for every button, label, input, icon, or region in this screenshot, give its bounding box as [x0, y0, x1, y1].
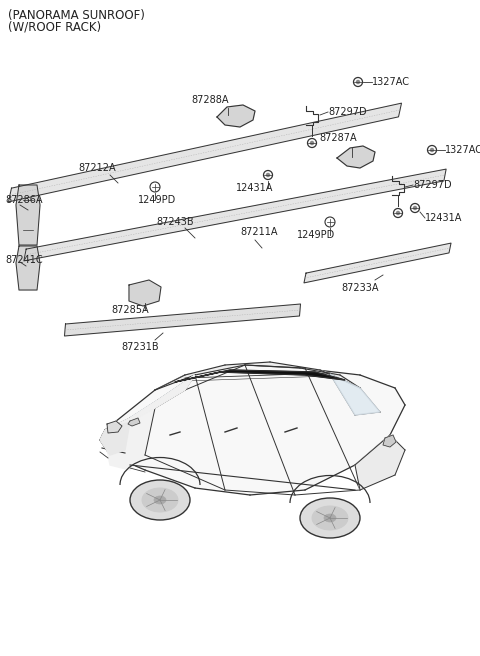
Polygon shape [155, 362, 360, 390]
Polygon shape [16, 185, 40, 245]
Polygon shape [105, 408, 155, 470]
Text: 87297D: 87297D [328, 107, 367, 117]
Text: 12431A: 12431A [236, 183, 274, 193]
Circle shape [413, 206, 417, 211]
Polygon shape [24, 169, 446, 261]
Polygon shape [105, 375, 195, 430]
Text: 1249PD: 1249PD [297, 230, 335, 240]
Circle shape [310, 141, 314, 145]
Text: 87231B: 87231B [121, 342, 159, 352]
Polygon shape [107, 421, 122, 433]
Polygon shape [128, 418, 140, 426]
Text: (PANORAMA SUNROOF): (PANORAMA SUNROOF) [8, 9, 145, 22]
Text: 1249PD: 1249PD [138, 195, 176, 205]
Polygon shape [355, 435, 405, 490]
Circle shape [266, 173, 270, 177]
Polygon shape [337, 146, 375, 168]
Text: 87287A: 87287A [319, 133, 357, 143]
Ellipse shape [130, 480, 190, 520]
Text: 87211A: 87211A [240, 227, 277, 237]
Polygon shape [175, 370, 345, 382]
Circle shape [430, 148, 434, 152]
Text: 87285A: 87285A [111, 305, 149, 315]
Ellipse shape [154, 496, 166, 504]
Polygon shape [100, 365, 405, 495]
Polygon shape [100, 422, 130, 455]
Polygon shape [9, 103, 401, 202]
Text: 12431A: 12431A [425, 213, 462, 223]
Circle shape [356, 80, 360, 84]
Text: 87286A: 87286A [5, 195, 43, 205]
Text: 87243B: 87243B [156, 217, 194, 227]
Ellipse shape [142, 488, 178, 512]
Text: 1327AC: 1327AC [445, 145, 480, 155]
Text: (W/ROOF RACK): (W/ROOF RACK) [8, 20, 101, 33]
Polygon shape [304, 243, 451, 283]
Ellipse shape [300, 498, 360, 538]
Ellipse shape [324, 514, 336, 522]
Polygon shape [16, 246, 40, 290]
Text: 87241C: 87241C [5, 255, 43, 265]
Text: 87233A: 87233A [341, 283, 379, 293]
Text: 87297D: 87297D [413, 180, 452, 190]
Polygon shape [64, 304, 300, 336]
Text: 87288A: 87288A [191, 95, 229, 105]
Text: 87212A: 87212A [78, 163, 116, 173]
Polygon shape [129, 280, 161, 306]
Polygon shape [217, 105, 255, 127]
Polygon shape [383, 435, 396, 447]
Polygon shape [330, 374, 380, 415]
Polygon shape [130, 375, 195, 418]
Circle shape [396, 211, 400, 215]
Ellipse shape [312, 506, 348, 530]
Text: 1327AC: 1327AC [372, 77, 410, 87]
